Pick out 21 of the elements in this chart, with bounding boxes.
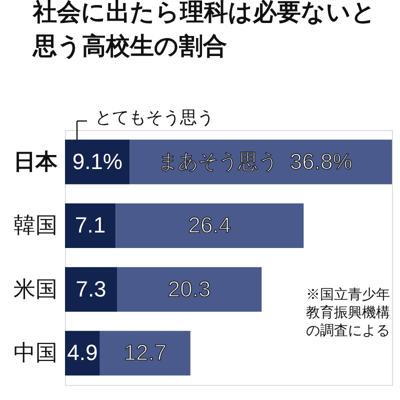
series-label: とてもそう思う (95, 108, 214, 127)
bar (116, 203, 304, 248)
y-tick-label: 中国 (14, 340, 58, 366)
bar (65, 203, 116, 248)
bar (117, 267, 262, 312)
y-tick-label: 韓国 (14, 212, 58, 238)
data-label: 4.9 (67, 340, 98, 366)
series-label: まあそう思う (158, 150, 278, 173)
data-label: 36.8% (290, 148, 352, 174)
data-label: 26.4 (188, 212, 232, 238)
data-label: 9.1% (72, 148, 122, 174)
data-label: 20.3 (168, 276, 211, 302)
y-tick-label: 日本 (14, 148, 58, 174)
data-label: 7.1 (74, 212, 106, 238)
bar (100, 330, 190, 376)
bar (65, 140, 130, 184)
data-label: 12.7 (124, 340, 167, 366)
y-tick-label: 米国 (14, 276, 58, 302)
annotation: ※国立青少年教育振興機構の調査による (306, 286, 390, 338)
bar (65, 267, 118, 312)
data-label: 7.3 (76, 276, 106, 302)
